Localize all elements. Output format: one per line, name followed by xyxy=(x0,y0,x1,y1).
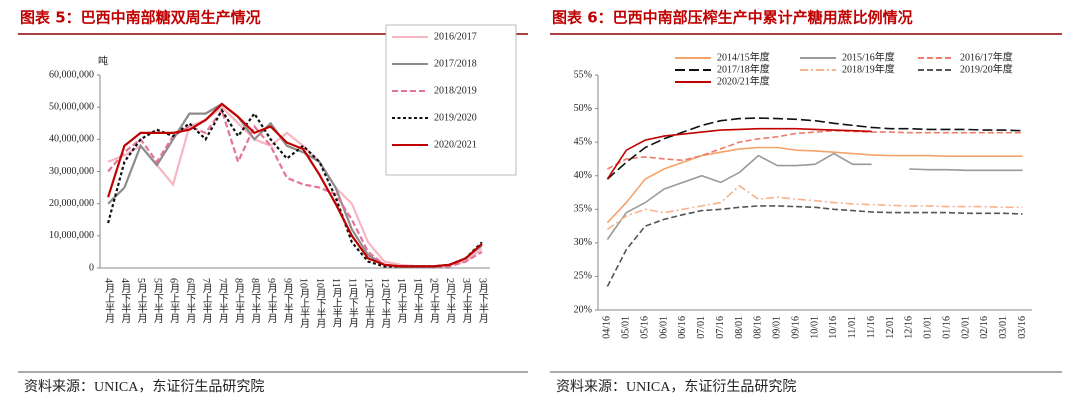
x-tick-label: 3月上半月 xyxy=(460,278,472,324)
series-line xyxy=(107,102,483,268)
x-tick-label: 10/01 xyxy=(809,316,820,339)
x-tick-label: 4月上半月 xyxy=(103,278,115,324)
x-tick-label: 06/16 xyxy=(677,316,688,339)
x-tick-label: 11/01 xyxy=(847,316,858,338)
x-tick-label: 05/01 xyxy=(621,316,632,339)
x-tick-label: 8月下半月 xyxy=(249,278,261,324)
x-tick-label: 1月下半月 xyxy=(411,278,423,324)
x-tick-label: 12月下半月 xyxy=(379,278,391,329)
legend-label: 2019/2020 xyxy=(434,112,477,123)
series-line xyxy=(606,152,1023,240)
x-tick-label: 7月下半月 xyxy=(216,278,228,324)
y-unit: 吨 xyxy=(98,54,108,67)
x-tick-label: 7月上半月 xyxy=(200,278,212,324)
legend-label: 2014/15年度 xyxy=(717,50,770,63)
x-tick-label: 2月上半月 xyxy=(428,278,440,324)
series-line xyxy=(606,205,1023,287)
x-tick-label: 12月上半月 xyxy=(363,278,375,329)
legend-label: 2016/2017 xyxy=(434,31,477,42)
x-tick-label: 11月下半月 xyxy=(346,278,358,328)
legend-label: 2020/2021 xyxy=(434,139,477,150)
x-tick-label: 10月上半月 xyxy=(298,278,310,329)
legend-label: 2017/18年度 xyxy=(717,62,770,75)
x-tick-label: 2月下半月 xyxy=(444,278,456,324)
y-tick-label: 30,000,000 xyxy=(49,166,94,177)
y-tick-label: 30% xyxy=(574,237,592,248)
x-tick-label: 12/16 xyxy=(904,316,915,339)
x-tick-label: 9月下半月 xyxy=(281,278,293,324)
series-line xyxy=(607,129,1023,170)
y-tick-label: 0 xyxy=(89,262,94,273)
x-tick-label: 5月上半月 xyxy=(135,278,147,324)
x-tick-label: 09/01 xyxy=(772,316,783,339)
legend-label: 2020/21年度 xyxy=(717,74,770,87)
x-tick-label: 08/16 xyxy=(753,316,764,339)
chart-title: 图表 5：巴西中南部糖双周生产情况 xyxy=(20,9,261,27)
y-tick-label: 20,000,000 xyxy=(49,198,94,209)
x-tick-label: 01/01 xyxy=(923,316,934,339)
legend-label: 2018/19年度 xyxy=(842,62,895,75)
y-tick-label: 25% xyxy=(574,271,592,282)
x-tick-label: 03/16 xyxy=(1017,316,1028,339)
x-tick-label: 8月上半月 xyxy=(233,278,245,324)
legend-label: 2016/17年度 xyxy=(960,50,1013,63)
legend-label: 2018/2019 xyxy=(434,85,477,96)
x-tick-label: 05/16 xyxy=(639,316,650,339)
x-tick-label: 11月上半月 xyxy=(330,278,342,328)
legend-label: 2015/16年度 xyxy=(842,50,895,63)
x-tick-label: 01/16 xyxy=(941,316,952,339)
x-tick-label: 6月上半月 xyxy=(168,278,180,324)
y-tick-label: 60,000,000 xyxy=(49,69,94,80)
source: 资料来源：UNICA，东证衍生品研究院 xyxy=(556,379,796,395)
x-tick-label: 10/16 xyxy=(828,316,839,339)
x-tick-label: 10月下半月 xyxy=(314,278,326,329)
x-tick-label: 07/01 xyxy=(696,316,707,339)
y-tick-label: 10,000,000 xyxy=(49,230,94,241)
y-tick-label: 50% xyxy=(574,103,592,114)
x-tick-label: 3月下半月 xyxy=(476,278,488,324)
x-tick-label: 5月下半月 xyxy=(151,278,163,324)
series-line xyxy=(606,117,1023,180)
x-tick-label: 1月上半月 xyxy=(395,278,407,324)
x-tick-label: 08/01 xyxy=(734,316,745,339)
x-tick-label: 09/16 xyxy=(790,316,801,339)
series-line xyxy=(606,127,872,180)
x-tick-label: 6月下半月 xyxy=(184,278,196,324)
y-tick-label: 20% xyxy=(574,304,592,315)
legend-label: 2019/20年度 xyxy=(960,62,1013,75)
y-tick-label: 55% xyxy=(574,69,592,80)
x-tick-label: 9月上半月 xyxy=(265,278,277,324)
source: 资料来源：UNICA，东证衍生品研究院 xyxy=(24,379,264,395)
y-tick-label: 50,000,000 xyxy=(49,101,94,112)
y-tick-label: 35% xyxy=(574,204,592,215)
series-line xyxy=(606,184,1023,231)
legend-label: 2017/2018 xyxy=(434,58,477,69)
series-line xyxy=(606,146,1023,224)
legend-box xyxy=(385,24,517,176)
x-tick-label: 4月下半月 xyxy=(119,278,131,324)
x-tick-label: 06/01 xyxy=(658,316,669,339)
x-tick-label: 04/16 xyxy=(602,316,613,339)
x-tick-label: 02/01 xyxy=(960,316,971,339)
x-tick-label: 02/16 xyxy=(979,316,990,339)
x-tick-label: 11/16 xyxy=(866,316,877,338)
chart-title: 图表 6：巴西中南部压榨生产中累计产糖用蔗比例情况 xyxy=(552,9,913,27)
y-tick-label: 40% xyxy=(574,170,592,181)
y-tick-label: 40,000,000 xyxy=(49,134,94,145)
x-tick-label: 12/01 xyxy=(885,316,896,339)
y-tick-label: 45% xyxy=(574,136,592,147)
x-tick-label: 03/01 xyxy=(998,316,1009,339)
x-tick-label: 07/16 xyxy=(715,316,726,339)
